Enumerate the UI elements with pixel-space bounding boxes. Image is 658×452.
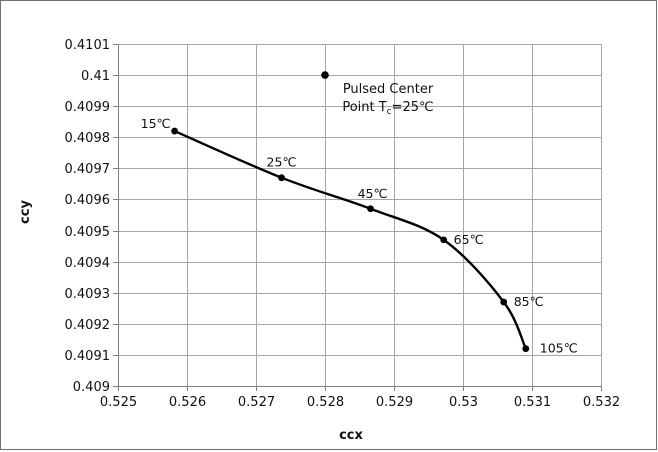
data-labels: 15℃ 25℃ 45℃ 65℃ 85℃ 105℃ Pulsed Center Point Tc…: [141, 82, 578, 356]
x-tick-label: 0.529: [376, 395, 413, 410]
center-point-label-line1: Pulsed Center: [343, 82, 434, 97]
y-tick-label: 0.4095: [65, 225, 111, 240]
y-tick-label: 0.4096: [65, 193, 111, 208]
center-label-suffix: =25℃: [392, 100, 434, 115]
y-tick-label: 0.41: [81, 69, 110, 84]
data-point: [522, 345, 530, 353]
data-label: 105℃: [540, 341, 578, 356]
center-label-prefix: Point T: [342, 100, 386, 115]
data-point: [171, 127, 178, 135]
y-tick-label: 0.4097: [65, 162, 111, 177]
axes: 0.409 0.4091 0.4092 0.4093 0.4094 0.4095 0.409…: [65, 38, 621, 410]
center-point: [321, 71, 329, 79]
y-axis-title: ccy: [18, 200, 33, 224]
y-tick-label: 0.4092: [65, 318, 111, 333]
x-tick-label: 0.527: [238, 395, 275, 410]
data-series: [171, 71, 530, 353]
data-label: 25℃: [267, 155, 297, 170]
x-tick-label: 0.528: [307, 395, 344, 410]
data-label: 45℃: [358, 186, 388, 201]
x-tick-label: 0.526: [169, 395, 206, 410]
data-point: [440, 236, 448, 244]
y-tick-label: 0.409: [73, 380, 110, 395]
data-point: [278, 174, 285, 182]
x-tick-label: 0.525: [100, 395, 137, 410]
y-tick-label: 0.4094: [65, 256, 111, 271]
data-label: 15℃: [141, 116, 171, 131]
x-axis-title: ccx: [339, 428, 363, 443]
y-tick-label: 0.4093: [65, 287, 111, 302]
y-tick-label: 0.4091: [65, 349, 111, 364]
x-tick-label: 0.532: [583, 395, 620, 410]
x-tick-label: 0.53: [449, 395, 478, 410]
y-tick-label: 0.4101: [65, 38, 111, 53]
center-point-label-line2: Point Tc=25℃: [342, 100, 433, 117]
center-label-subscript: c: [387, 107, 392, 117]
y-tick-label: 0.4099: [65, 100, 111, 115]
data-point: [500, 298, 508, 306]
y-tick-label: 0.4098: [65, 131, 111, 146]
x-tick-label: 0.531: [514, 395, 551, 410]
data-label: 85℃: [514, 294, 544, 309]
data-label: 65℃: [454, 232, 484, 247]
data-point: [367, 205, 374, 213]
